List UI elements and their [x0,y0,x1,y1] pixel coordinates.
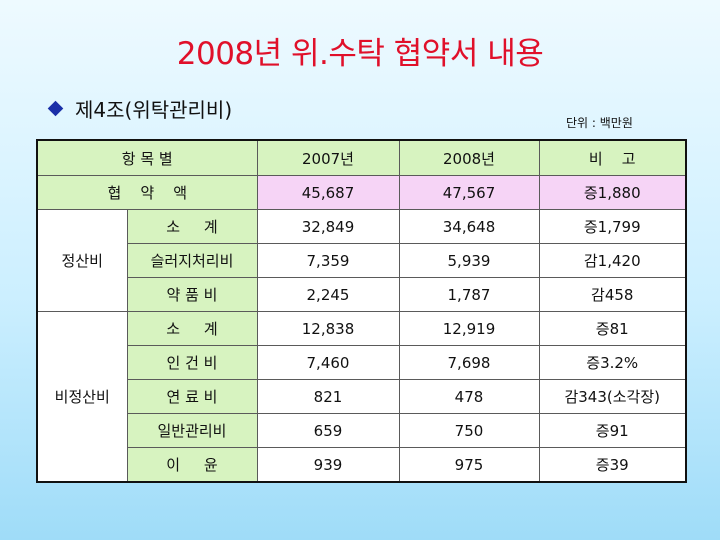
table-row: 일반관리비 659 750 증91 [37,413,687,448]
cell-note: 증1,880 [538,175,687,210]
table-row: 이 윤 939 975 증39 [37,447,687,483]
header-2008: 2008년 [398,139,540,176]
cell-2008: 47,567 [398,175,540,210]
table-row: 정산비 소 계 32,849 34,648 증1,799 [36,209,687,312]
cell-2007: 2,245 [256,277,400,312]
cell-2008: 750 [398,413,540,448]
group-label: 정산비 [36,209,128,312]
header-category: 항 목 별 [36,139,258,176]
row-label: 소 계 [126,209,258,244]
row-label: 인 건 비 [126,345,258,380]
table-row: 슬러지처리비 7,359 5,939 감1,420 [37,243,687,278]
cell-2007: 821 [256,379,400,414]
row-label: 협 약 액 [36,175,258,210]
table-row: 협 약 액 45,687 47,567 증1,880 [36,175,687,210]
cell-2007: 45,687 [256,175,400,210]
cell-2007: 12,838 [256,311,400,346]
section-label: 제4조(위탁관리비) [75,98,233,122]
cell-2007: 32,849 [256,209,400,244]
cell-2007: 939 [256,447,400,483]
table-header-row: 항 목 별 2007년 2008년 비 고 [36,139,687,176]
page-title: 2008년 위.수탁 협약서 내용 [176,36,544,72]
group-label: 비정산비 [36,311,128,483]
cell-note: 증81 [538,311,687,346]
row-label: 일반관리비 [126,413,258,448]
cell-2007: 7,460 [256,345,400,380]
cell-2008: 478 [398,379,540,414]
unit-note: 단위 : 백만원 [566,116,633,130]
cell-2007: 659 [256,413,400,448]
cell-note: 감343(소각장) [538,379,687,414]
section-heading: 제4조(위탁관리비) [46,94,232,123]
cell-note: 감458 [538,277,687,312]
cell-2008: 975 [398,447,540,483]
row-label: 이 윤 [126,447,258,483]
header-2007: 2007년 [256,139,400,176]
cell-2007: 7,359 [256,243,400,278]
cell-note: 증1,799 [538,209,687,244]
table-row: 연 료 비 821 478 감343(소각장) [37,379,687,414]
table-row: 약 품 비 2,245 1,787 감458 [37,277,687,312]
cell-2008: 34,648 [398,209,540,244]
budget-table: 항 목 별 2007년 2008년 비 고 협 약 액 45,687 47,56… [36,139,687,483]
row-label: 소 계 [126,311,258,346]
cell-2008: 7,698 [398,345,540,380]
table-row: 비정산비 소 계 12,838 12,919 증81 [36,311,687,483]
cell-2008: 12,919 [398,311,540,346]
cell-note: 증91 [538,413,687,448]
cell-note: 증3.2% [538,345,687,380]
row-label: 슬러지처리비 [126,243,258,278]
header-note: 비 고 [538,139,687,176]
cell-note: 증39 [538,447,687,483]
cell-2008: 5,939 [398,243,540,278]
row-label: 연 료 비 [126,379,258,414]
diamond-icon [47,100,64,117]
cell-note: 감1,420 [538,243,687,278]
table-row: 인 건 비 7,460 7,698 증3.2% [37,345,687,380]
row-label: 약 품 비 [126,277,258,312]
cell-2008: 1,787 [398,277,540,312]
